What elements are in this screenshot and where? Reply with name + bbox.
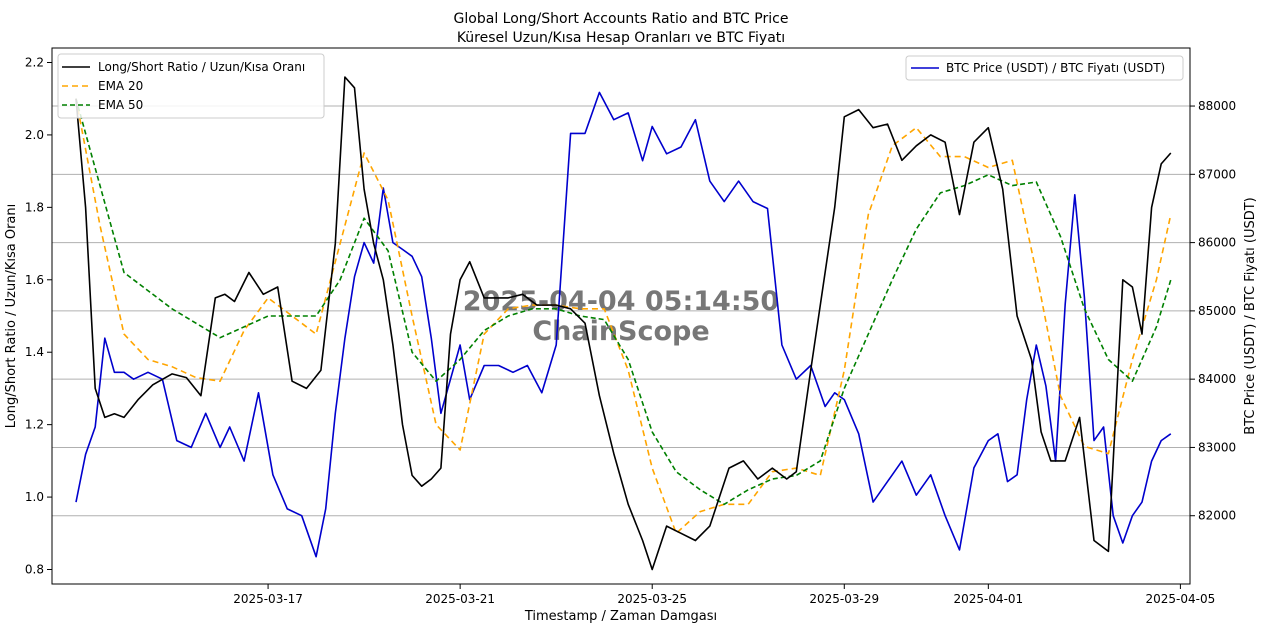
y-axis-right-label: BTC Price (USDT) / BTC Fiyatı (USDT) [1243, 197, 1258, 434]
ls-ratio-line [75, 76, 1172, 571]
y-left-tick-label: 1.2 [25, 418, 44, 432]
x-tick-label: 2025-04-01 [953, 592, 1023, 606]
y-right-tick-label: 85000 [1198, 304, 1236, 318]
legend-label-ema50: EMA 50 [98, 98, 143, 112]
y-right-tick-label: 86000 [1198, 236, 1236, 250]
plot-frame [51, 47, 1191, 585]
y-left-tick-label: 1.4 [25, 345, 44, 359]
legend-label-btc: BTC Price (USDT) / BTC Fiyatı (USDT) [946, 61, 1165, 75]
y-left-tick-label: 2.2 [25, 55, 44, 69]
y-left-tick-label: 0.8 [25, 563, 44, 577]
series-lines [75, 76, 1172, 571]
y-right-tick-label: 87000 [1198, 167, 1236, 181]
x-tick-label: 2025-03-17 [233, 592, 303, 606]
x-tick-label: 2025-04-05 [1146, 592, 1216, 606]
y-left-tick-label: 2.0 [25, 128, 44, 142]
legend-label-ratio: Long/Short Ratio / Uzun/Kısa Oranı [98, 60, 305, 74]
y-right-tick-label: 88000 [1198, 99, 1236, 113]
y-right-tick-label: 84000 [1198, 372, 1236, 386]
legend-right-box [905, 55, 1184, 81]
watermark-brand: ChainScope [532, 316, 709, 347]
legend-left: Long/Short Ratio / Uzun/Kısa Oranı EMA 2… [57, 53, 325, 119]
ema50-line [75, 98, 1172, 506]
chart-title: Global Long/Short Accounts Ratio and BTC… [454, 11, 789, 27]
legend-left-box [57, 53, 325, 119]
chart-subtitle: Küresel Uzun/Kısa Hesap Oranları ve BTC … [457, 30, 785, 46]
x-tick-label: 2025-03-25 [617, 592, 687, 606]
btc-price-line [75, 91, 1172, 558]
y-axis-right: 82000 83000 84000 85000 86000 87000 88000 [1190, 99, 1236, 523]
watermark: 2025-04-04 05:14:50 ChainScope [463, 286, 779, 347]
legend-right: BTC Price (USDT) / BTC Fiyatı (USDT) [905, 55, 1184, 81]
y-left-tick-label: 1.0 [25, 490, 44, 504]
x-axis-label: Timestamp / Zaman Damgası [524, 609, 717, 624]
y-right-tick-label: 83000 [1198, 440, 1236, 454]
x-tick-label: 2025-03-21 [425, 592, 495, 606]
y-axis-left: 0.8 1.0 1.2 1.4 1.6 1.8 2.0 2.2 [25, 55, 52, 577]
y-left-tick-label: 1.6 [25, 273, 44, 287]
y-right-tick-label: 82000 [1198, 509, 1236, 523]
y-axis-left-label: Long/Short Ratio / Uzun/Kısa Oranı [4, 204, 19, 428]
legend-label-ema20: EMA 20 [98, 79, 143, 93]
watermark-timestamp: 2025-04-04 05:14:50 [463, 286, 779, 317]
x-tick-label: 2025-03-29 [809, 592, 879, 606]
x-axis: 2025-03-17 2025-03-21 2025-03-25 2025-03-29… [233, 584, 1215, 606]
y-left-tick-label: 1.8 [25, 200, 44, 214]
